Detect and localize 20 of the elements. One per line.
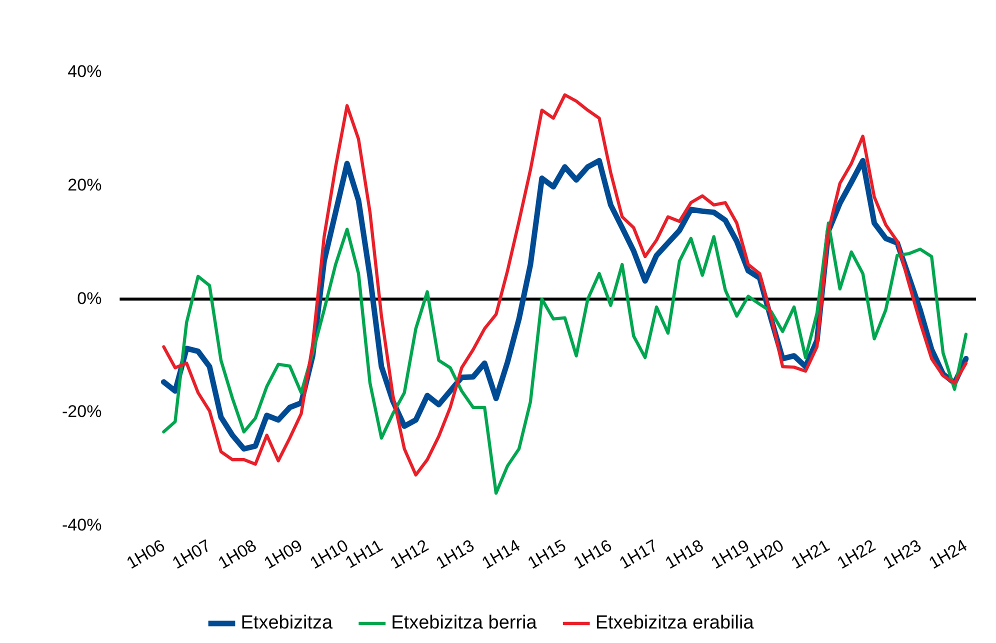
x-tick-label: 1H18 xyxy=(662,536,707,573)
y-tick-label: 0% xyxy=(77,288,102,308)
x-tick-label: 1H22 xyxy=(834,536,879,573)
x-tick-label: 1H12 xyxy=(386,536,432,573)
x-tick-label: 1H14 xyxy=(478,536,524,573)
x-tick-label: 1H21 xyxy=(788,536,833,573)
x-tick-label: 1H08 xyxy=(215,536,260,573)
x-tick-label: 1H23 xyxy=(880,536,924,573)
legend-label: Etxebizitza erabilia xyxy=(595,612,754,634)
x-tick-label: 1H06 xyxy=(123,536,168,573)
x-tick-label: 1H13 xyxy=(432,536,478,573)
x-tick-label: 1H24 xyxy=(926,536,970,573)
y-tick-label: 40% xyxy=(68,62,102,81)
x-tick-label: 1H16 xyxy=(570,536,616,573)
legend-label: Etxebizitza berria xyxy=(391,612,538,634)
legend-label: Etxebizitza xyxy=(240,612,334,634)
y-tick-label: 20% xyxy=(68,175,102,194)
y-tick-label: -20% xyxy=(62,402,102,422)
y-tick-label: -40% xyxy=(62,516,102,535)
x-tick-label: 1H09 xyxy=(260,536,306,573)
